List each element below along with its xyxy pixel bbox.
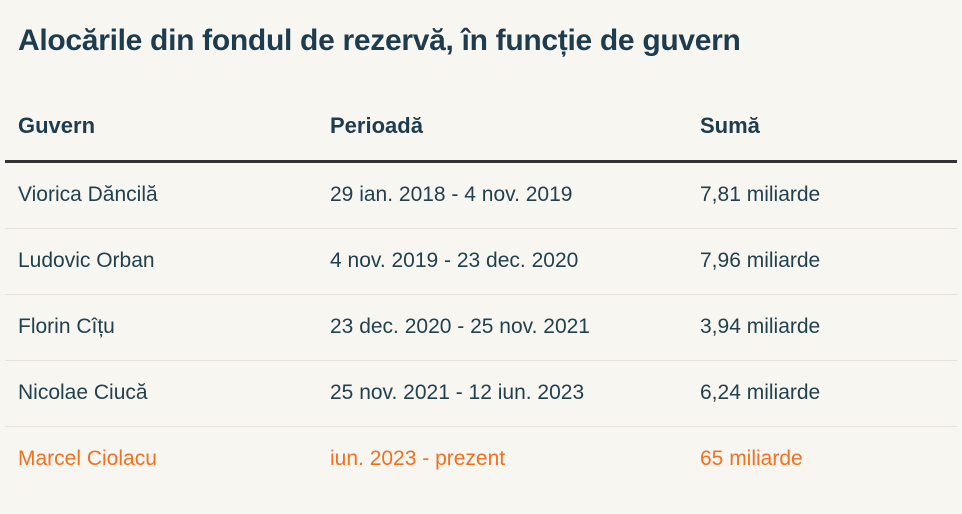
cell-period: 23 dec. 2020 - 25 nov. 2021 [330, 315, 590, 338]
cell-period: iun. 2023 - prezent [330, 447, 506, 470]
cell-period: 25 nov. 2021 - 12 iun. 2023 [330, 381, 585, 404]
cell-amount: 7,81 miliarde [700, 183, 821, 206]
cell-amount: 65 miliarde [700, 447, 803, 470]
table-row-citu: Florin Cîțu 23 dec. 2020 - 25 nov. 2021 … [5, 295, 957, 361]
cell-amount: 7,96 miliarde [700, 249, 821, 272]
cell-government: Ludovic Orban [18, 249, 155, 272]
header-divider-rule [5, 159, 957, 163]
column-header-perioada: Perioadă [330, 112, 423, 138]
cell-period: 29 ian. 2018 - 4 nov. 2019 [330, 183, 573, 206]
table-row-ciolacu-highlighted: Marcel Ciolacu iun. 2023 - prezent 65 mi… [5, 427, 957, 492]
cell-period: 4 nov. 2019 - 23 dec. 2020 [330, 249, 579, 272]
cell-amount: 3,94 miliarde [700, 315, 821, 338]
table-row-dancila: Viorica Dăncilă 29 ian. 2018 - 4 nov. 20… [5, 163, 957, 229]
cell-government: Nicolae Ciucă [18, 381, 148, 404]
cell-government: Marcel Ciolacu [18, 447, 157, 470]
allocations-table: Guvern Perioadă Sumă Viorica Dăncilă 29 … [0, 113, 962, 492]
column-header-suma: Sumă [700, 112, 760, 138]
cell-amount: 6,24 miliarde [700, 381, 821, 404]
table-row-orban: Ludovic Orban 4 nov. 2019 - 23 dec. 2020… [5, 229, 957, 295]
column-header-guvern: Guvern [18, 112, 96, 138]
page-title: Alocările din fondul de rezervă, în func… [18, 24, 741, 57]
table-header-row: Guvern Perioadă Sumă [5, 113, 957, 139]
table-row-ciuca: Nicolae Ciucă 25 nov. 2021 - 12 iun. 202… [5, 361, 957, 427]
cell-government: Viorica Dăncilă [18, 183, 158, 206]
cell-government: Florin Cîțu [18, 315, 115, 338]
